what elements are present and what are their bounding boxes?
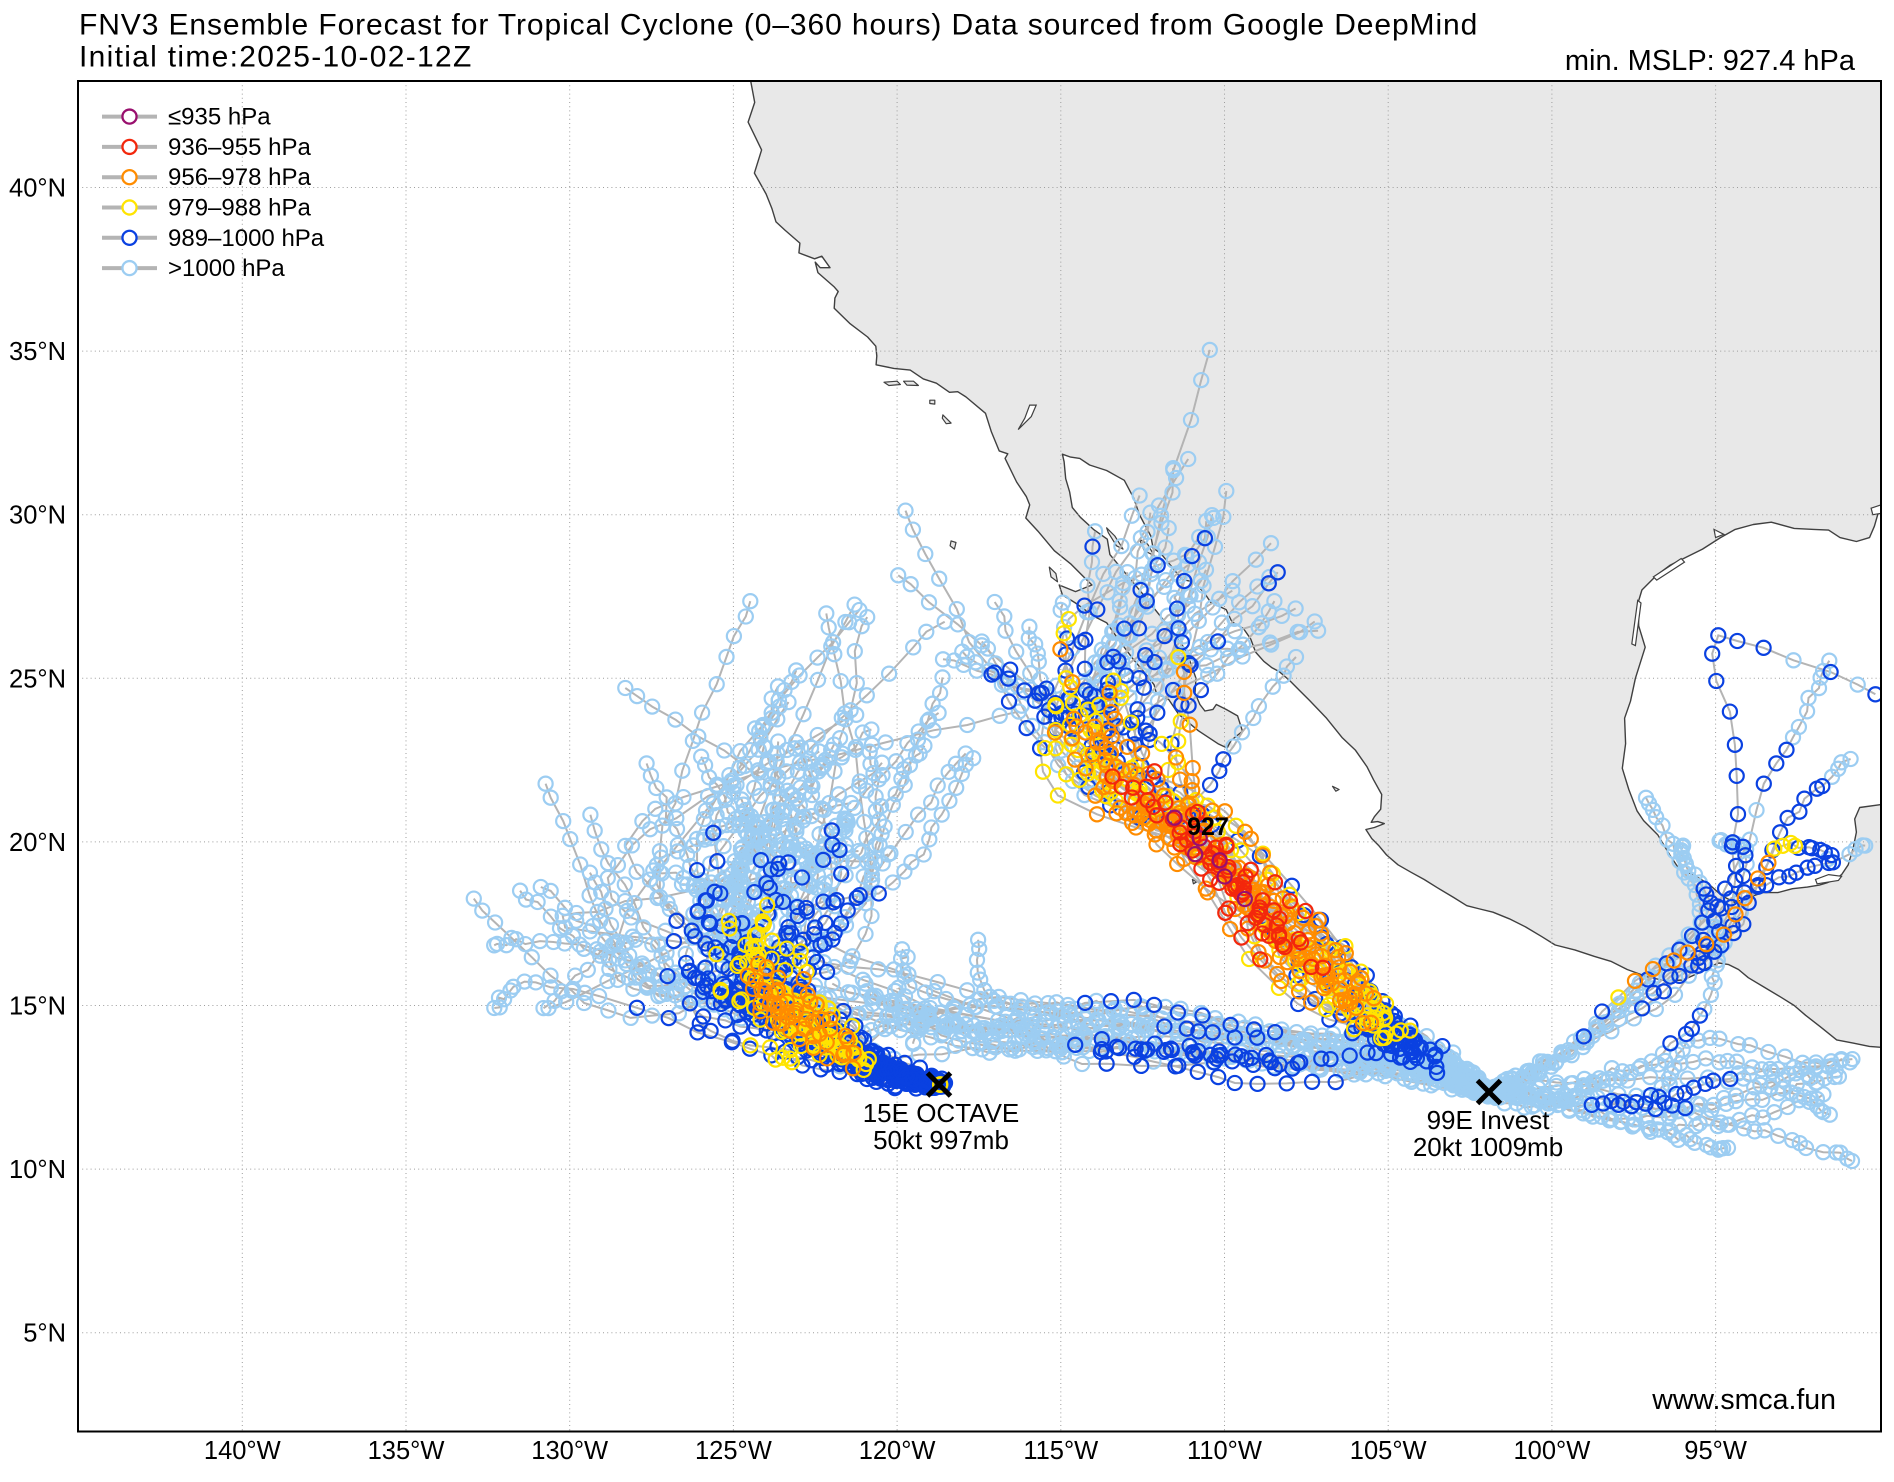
svg-text:956–978 hPa: 956–978 hPa bbox=[168, 164, 311, 191]
svg-text:>1000 hPa: >1000 hPa bbox=[168, 255, 285, 282]
svg-text:min. MSLP: 927.4 hPa: min. MSLP: 927.4 hPa bbox=[1565, 45, 1856, 77]
svg-text:125°W: 125°W bbox=[695, 1437, 772, 1465]
svg-text:979–988 hPa: 979–988 hPa bbox=[168, 195, 311, 222]
svg-text:927: 927 bbox=[1187, 813, 1229, 841]
svg-text:95°W: 95°W bbox=[1684, 1437, 1747, 1465]
svg-text:15E OCTAVE: 15E OCTAVE bbox=[863, 1098, 1020, 1128]
svg-text:40°N: 40°N bbox=[9, 175, 66, 203]
svg-text:936–955 hPa: 936–955 hPa bbox=[168, 134, 311, 161]
svg-text:989–1000 hPa: 989–1000 hPa bbox=[168, 225, 325, 252]
svg-text:15°N: 15°N bbox=[9, 993, 66, 1021]
svg-text:20kt 1009mb: 20kt 1009mb bbox=[1413, 1132, 1563, 1162]
svg-text:140°W: 140°W bbox=[204, 1437, 281, 1465]
svg-text:5°N: 5°N bbox=[23, 1320, 66, 1348]
svg-text:10°N: 10°N bbox=[9, 1156, 66, 1184]
svg-text:50kt 997mb: 50kt 997mb bbox=[873, 1125, 1009, 1155]
svg-text:110°W: 110°W bbox=[1187, 1437, 1262, 1465]
svg-text:135°W: 135°W bbox=[368, 1437, 445, 1465]
svg-text:130°W: 130°W bbox=[531, 1437, 608, 1465]
svg-text:30°N: 30°N bbox=[9, 502, 66, 530]
svg-text:Initial time:2025-10-02-12Z: Initial time:2025-10-02-12Z bbox=[79, 41, 473, 74]
svg-text:99E Invest: 99E Invest bbox=[1427, 1105, 1551, 1135]
svg-text:≤935 hPa: ≤935 hPa bbox=[168, 104, 271, 131]
svg-text:120°W: 120°W bbox=[859, 1437, 936, 1465]
svg-text:www.smca.fun: www.smca.fun bbox=[1651, 1384, 1836, 1416]
svg-text:FNV3 Ensemble Forecast for Tro: FNV3 Ensemble Forecast for Tropical Cycl… bbox=[79, 9, 1478, 42]
svg-text:20°N: 20°N bbox=[9, 829, 66, 857]
svg-text:100°W: 100°W bbox=[1513, 1437, 1590, 1465]
svg-text:115°W: 115°W bbox=[1023, 1437, 1098, 1465]
svg-text:35°N: 35°N bbox=[9, 338, 66, 366]
svg-text:105°W: 105°W bbox=[1350, 1437, 1427, 1465]
svg-text:25°N: 25°N bbox=[9, 665, 66, 693]
